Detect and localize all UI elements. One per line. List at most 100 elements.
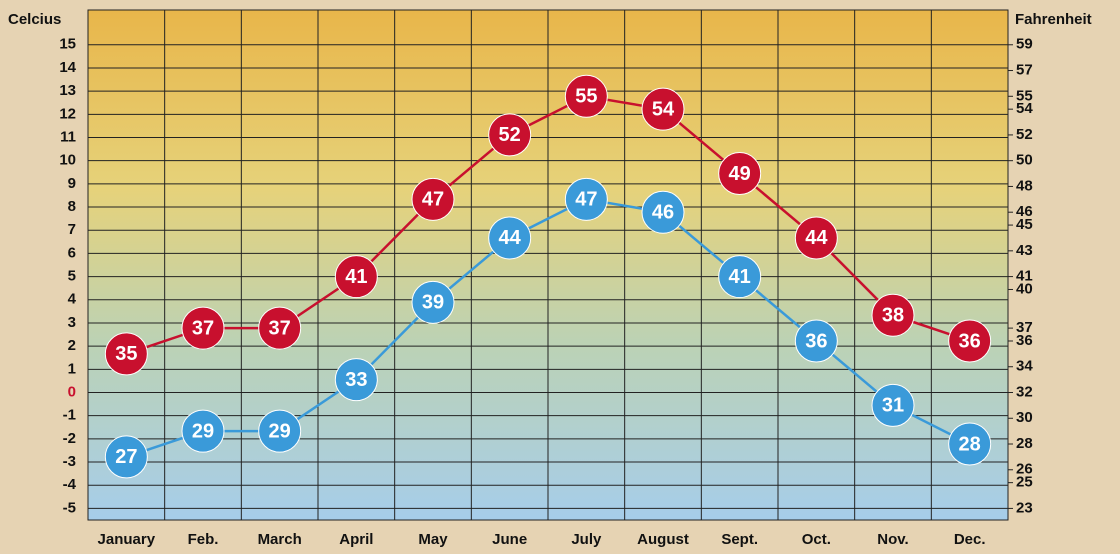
data-point: 41 (334, 255, 378, 299)
y-tick-label: -2 (63, 430, 76, 447)
y-tick-label: 4 (68, 291, 77, 308)
y2-tick-label: 43 (1016, 242, 1033, 259)
point-label: 41 (345, 266, 367, 288)
y-tick-label: 1 (68, 360, 76, 377)
data-point: 37 (258, 306, 302, 350)
y-tick-label: 10 (59, 152, 76, 169)
data-point: 28 (948, 422, 992, 466)
point-label: 52 (499, 124, 521, 146)
y-tick-label: 11 (60, 128, 76, 145)
data-point: 44 (794, 216, 838, 260)
y2-tick-label: 59 (1016, 36, 1033, 53)
point-label: 29 (192, 420, 214, 442)
point-label: 27 (115, 446, 137, 468)
data-point: 52 (488, 113, 532, 157)
data-point: 33 (334, 358, 378, 402)
point-label: 37 (192, 317, 214, 339)
data-point: 36 (794, 319, 838, 363)
y2-tick-label: 55 (1016, 87, 1033, 104)
x-tick-label: April (339, 531, 373, 548)
y2-axis-label: Fahrenheit (1015, 11, 1092, 28)
y-tick-label: 2 (68, 337, 76, 354)
y-axis-label: Celcius (8, 11, 61, 28)
x-tick-label: May (418, 531, 448, 548)
point-label: 55 (575, 86, 597, 108)
point-label: 39 (422, 292, 444, 314)
point-marker (104, 332, 148, 376)
data-point: 41 (718, 255, 762, 299)
point-label: 44 (805, 227, 828, 249)
y-tick-label: -5 (63, 499, 76, 516)
data-point: 38 (871, 293, 915, 337)
y-tick-label: 8 (68, 198, 76, 215)
point-label: 47 (575, 189, 597, 211)
x-tick-label: August (637, 531, 689, 548)
data-point: 27 (104, 435, 148, 479)
data-point: 54 (641, 87, 685, 131)
point-marker (794, 319, 838, 363)
x-tick-label: January (98, 531, 156, 548)
y2-tick-label: 36 (1016, 332, 1033, 349)
data-point: 49 (718, 152, 762, 196)
point-label: 36 (805, 330, 827, 352)
point-label: 36 (959, 330, 981, 352)
y2-tick-label: 46 (1016, 203, 1033, 220)
point-label: 35 (115, 343, 137, 365)
y2-tick-label: 32 (1016, 383, 1033, 400)
y2-tick-label: 50 (1016, 152, 1033, 169)
y-tick-label: 3 (68, 314, 76, 331)
point-marker (718, 152, 762, 196)
point-label: 28 (959, 433, 981, 455)
point-marker (181, 409, 225, 453)
point-label: 33 (345, 369, 367, 391)
y2-tick-label: 23 (1016, 499, 1033, 516)
point-marker (948, 319, 992, 363)
point-marker (411, 177, 455, 221)
data-point: 46 (641, 190, 685, 234)
data-point: 47 (564, 177, 608, 221)
y-tick-label: 13 (59, 82, 76, 99)
data-point: 29 (181, 409, 225, 453)
data-point: 47 (411, 177, 455, 221)
point-marker (718, 255, 762, 299)
y-tick-label: 9 (68, 175, 76, 192)
point-label: 37 (269, 317, 291, 339)
y2-tick-label: 41 (1016, 268, 1033, 285)
point-marker (258, 409, 302, 453)
point-label: 38 (882, 305, 904, 327)
point-marker (411, 280, 455, 324)
point-marker (641, 190, 685, 234)
x-tick-label: Feb. (188, 531, 219, 548)
y-tick-label: 14 (59, 59, 76, 76)
point-label: 31 (882, 395, 904, 417)
y2-tick-label: 54 (1016, 100, 1033, 117)
y2-tick-label: 48 (1016, 177, 1033, 194)
point-marker (488, 113, 532, 157)
y-tick-label: -1 (63, 407, 76, 424)
y2-tick-label: 28 (1016, 435, 1033, 452)
point-label: 47 (422, 189, 444, 211)
y2-tick-label: 37 (1016, 319, 1033, 336)
y2-tick-label: 25 (1016, 474, 1033, 491)
y-tick-label: 6 (68, 244, 76, 261)
data-point: 29 (258, 409, 302, 453)
x-tick-label: Dec. (954, 531, 986, 548)
data-point: 39 (411, 280, 455, 324)
y-tick-label: -4 (63, 476, 77, 493)
point-label: 41 (729, 266, 751, 288)
point-label: 44 (499, 227, 522, 249)
data-point: 44 (488, 216, 532, 260)
y-tick-label: 7 (68, 221, 76, 238)
point-marker (948, 422, 992, 466)
point-label: 49 (729, 163, 751, 185)
y2-tick-label: 26 (1016, 461, 1033, 478)
point-marker (181, 306, 225, 350)
point-marker (794, 216, 838, 260)
y2-tick-label: 40 (1016, 280, 1033, 297)
y-tick-label: 15 (59, 36, 76, 53)
point-marker (334, 255, 378, 299)
point-label: 29 (269, 420, 291, 442)
point-marker (871, 383, 915, 427)
y2-tick-label: 52 (1016, 126, 1033, 143)
